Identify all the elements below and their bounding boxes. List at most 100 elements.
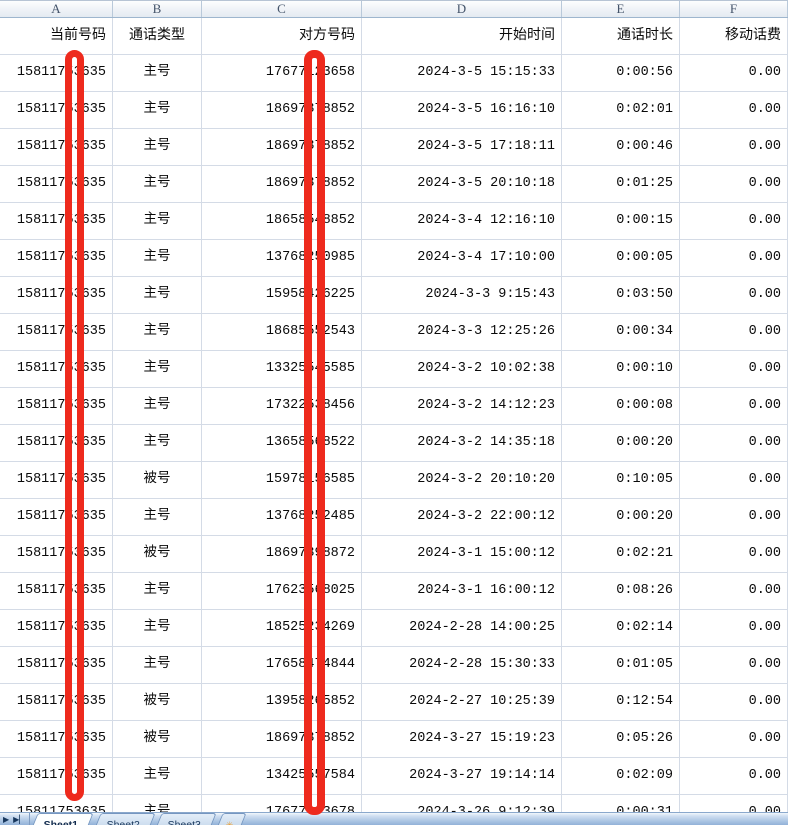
cell[interactable]: 0:10:05 xyxy=(562,462,680,499)
cell[interactable]: 2024-3-5 20:10:18 xyxy=(362,166,562,203)
cell[interactable]: 主号 xyxy=(113,351,202,388)
cell[interactable]: 15811753635 xyxy=(0,240,113,277)
cell[interactable]: 17623568025 xyxy=(202,573,362,610)
cell[interactable]: 0.00 xyxy=(680,351,788,388)
cell[interactable]: 0.00 xyxy=(680,314,788,351)
cell[interactable]: 主号 xyxy=(113,388,202,425)
cell[interactable]: 被号 xyxy=(113,684,202,721)
cell[interactable]: 13658568522 xyxy=(202,425,362,462)
cell[interactable]: 0.00 xyxy=(680,240,788,277)
cell[interactable]: 被号 xyxy=(113,462,202,499)
cell[interactable]: 13768252485 xyxy=(202,499,362,536)
cell[interactable]: 15811753635 xyxy=(0,610,113,647)
cell[interactable]: 18658548852 xyxy=(202,203,362,240)
cell[interactable]: 13425557584 xyxy=(202,758,362,795)
cell[interactable]: 2024-3-3 12:25:26 xyxy=(362,314,562,351)
cell[interactable]: 17658474844 xyxy=(202,647,362,684)
cell[interactable]: 15811753635 xyxy=(0,92,113,129)
cell[interactable]: 18685552543 xyxy=(202,314,362,351)
cell[interactable]: 2024-3-2 22:00:12 xyxy=(362,499,562,536)
cell[interactable]: 0.00 xyxy=(680,462,788,499)
cell[interactable]: 主号 xyxy=(113,499,202,536)
sheet-tab-sheet3[interactable]: Sheet3 xyxy=(154,813,218,825)
cell[interactable]: 0.00 xyxy=(680,721,788,758)
cell[interactable]: 15958426225 xyxy=(202,277,362,314)
cell[interactable]: 15811753635 xyxy=(0,499,113,536)
cell[interactable]: 主号 xyxy=(113,425,202,462)
header-cell[interactable]: 通话类型 xyxy=(113,18,202,55)
sheet-tab-sheet1[interactable]: Sheet1 xyxy=(30,813,95,825)
cell[interactable]: 2024-2-28 14:00:25 xyxy=(362,610,562,647)
cell[interactable]: 0.00 xyxy=(680,55,788,92)
cell[interactable]: 2024-3-5 16:16:10 xyxy=(362,92,562,129)
cell[interactable]: 0:00:05 xyxy=(562,240,680,277)
cell[interactable]: 0:12:54 xyxy=(562,684,680,721)
cell[interactable]: 17677123658 xyxy=(202,55,362,92)
cell[interactable]: 2024-3-4 12:16:10 xyxy=(362,203,562,240)
cell[interactable]: 主号 xyxy=(113,610,202,647)
cell[interactable]: 被号 xyxy=(113,721,202,758)
cell[interactable]: 13958265852 xyxy=(202,684,362,721)
cell[interactable]: 2024-3-5 15:15:33 xyxy=(362,55,562,92)
cell[interactable]: 0:00:46 xyxy=(562,129,680,166)
cell[interactable]: 13325545585 xyxy=(202,351,362,388)
cell[interactable]: 主号 xyxy=(113,758,202,795)
cell[interactable]: 2024-3-4 17:10:00 xyxy=(362,240,562,277)
cell[interactable]: 0.00 xyxy=(680,647,788,684)
cell[interactable]: 15811753635 xyxy=(0,351,113,388)
cell[interactable]: 0:00:15 xyxy=(562,203,680,240)
cell[interactable]: 15811753635 xyxy=(0,647,113,684)
cell[interactable]: 0.00 xyxy=(680,129,788,166)
scroll-tabs-last-icon[interactable]: ▶▏ xyxy=(13,815,26,824)
cell[interactable]: 2024-3-2 14:35:18 xyxy=(362,425,562,462)
cell[interactable]: 15811753635 xyxy=(0,536,113,573)
cell[interactable]: 被号 xyxy=(113,536,202,573)
cell[interactable]: 0.00 xyxy=(680,610,788,647)
cell[interactable]: 15811753635 xyxy=(0,425,113,462)
cell[interactable]: 主号 xyxy=(113,166,202,203)
column-header-b[interactable]: B xyxy=(113,1,202,17)
cell[interactable]: 0.00 xyxy=(680,277,788,314)
cell[interactable]: 2024-3-1 15:00:12 xyxy=(362,536,562,573)
cell[interactable]: 0.00 xyxy=(680,499,788,536)
cell[interactable]: 0.00 xyxy=(680,425,788,462)
column-header-e[interactable]: E xyxy=(562,1,680,17)
column-header-f[interactable]: F xyxy=(680,1,788,17)
cell[interactable]: 15811753635 xyxy=(0,573,113,610)
cell[interactable]: 18697378852 xyxy=(202,92,362,129)
cell[interactable]: 15811753635 xyxy=(0,388,113,425)
cell[interactable]: 15811753635 xyxy=(0,758,113,795)
cell[interactable]: 15811753635 xyxy=(0,462,113,499)
cell[interactable]: 0:01:05 xyxy=(562,647,680,684)
cell[interactable]: 0:02:01 xyxy=(562,92,680,129)
cell[interactable]: 0.00 xyxy=(680,166,788,203)
column-header-d[interactable]: D xyxy=(362,1,562,17)
cell[interactable]: 0.00 xyxy=(680,573,788,610)
cell[interactable]: 0:02:09 xyxy=(562,758,680,795)
cell[interactable]: 2024-3-5 17:18:11 xyxy=(362,129,562,166)
cell[interactable]: 17322538456 xyxy=(202,388,362,425)
cell[interactable]: 18525234269 xyxy=(202,610,362,647)
cell[interactable]: 15811753635 xyxy=(0,721,113,758)
header-cell[interactable]: 对方号码 xyxy=(202,18,362,55)
cell[interactable]: 18697378852 xyxy=(202,129,362,166)
cell[interactable]: 0:02:21 xyxy=(562,536,680,573)
cell[interactable]: 15811753635 xyxy=(0,277,113,314)
cell[interactable]: 主号 xyxy=(113,129,202,166)
cell[interactable]: 主号 xyxy=(113,240,202,277)
cell[interactable]: 18697398872 xyxy=(202,536,362,573)
cell[interactable]: 主号 xyxy=(113,573,202,610)
cell[interactable]: 0.00 xyxy=(680,536,788,573)
cell[interactable]: 主号 xyxy=(113,314,202,351)
cell[interactable]: 2024-3-2 14:12:23 xyxy=(362,388,562,425)
column-header-a[interactable]: A xyxy=(0,1,113,17)
cell[interactable]: 2024-3-1 16:00:12 xyxy=(362,573,562,610)
cell[interactable]: 15811753635 xyxy=(0,684,113,721)
cell[interactable]: 15811753635 xyxy=(0,203,113,240)
cell[interactable]: 15811753635 xyxy=(0,129,113,166)
cell[interactable]: 2024-3-2 10:02:38 xyxy=(362,351,562,388)
sheet-tab-sheet2[interactable]: Sheet2 xyxy=(93,813,156,825)
header-cell[interactable]: 开始时间 xyxy=(362,18,562,55)
insert-worksheet-tab[interactable]: ✳ xyxy=(215,813,247,825)
cell[interactable]: 0:00:20 xyxy=(562,425,680,462)
